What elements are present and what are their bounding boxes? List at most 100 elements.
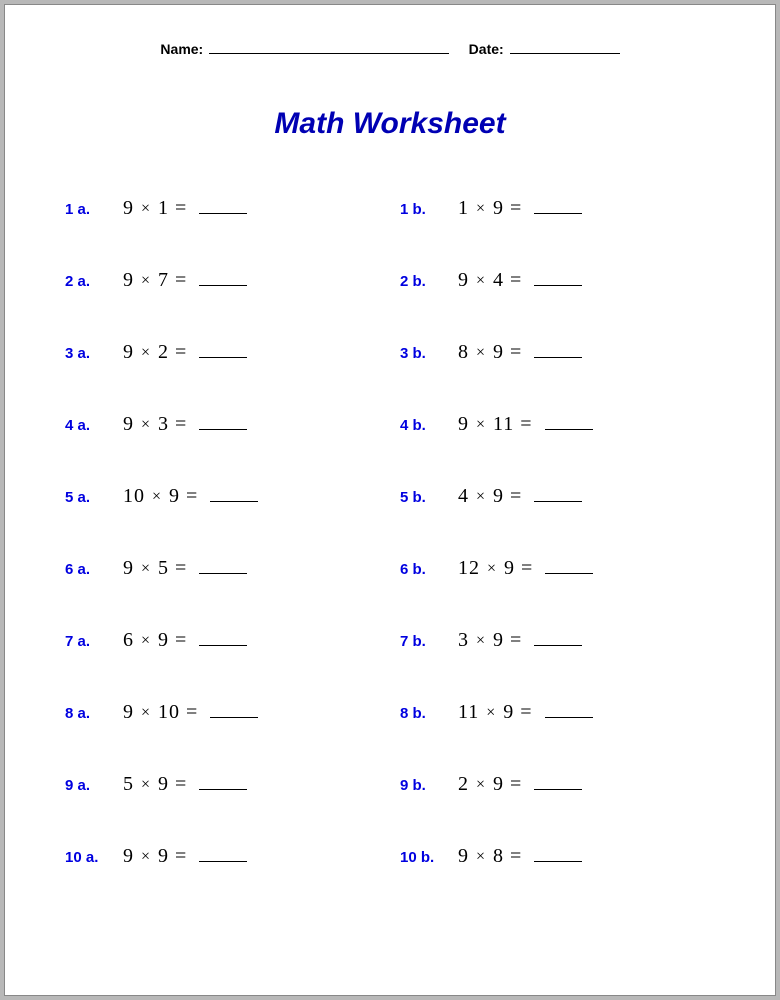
problem-expression: 2 × 9 = bbox=[458, 773, 582, 796]
multiply-icon: × bbox=[136, 848, 156, 865]
problem-row: 2 b.9 × 4 = bbox=[400, 269, 715, 292]
operand-a: 6 bbox=[123, 629, 134, 651]
equals-sign: = bbox=[169, 341, 193, 363]
equals-sign: = bbox=[169, 269, 193, 291]
multiply-icon: × bbox=[136, 200, 156, 217]
operand-a: 9 bbox=[123, 269, 134, 291]
answer-blank[interactable] bbox=[199, 429, 247, 430]
problem-row: 2 a.9 × 7 = bbox=[65, 269, 380, 292]
answer-blank[interactable] bbox=[199, 285, 247, 286]
answer-blank[interactable] bbox=[199, 789, 247, 790]
multiply-icon: × bbox=[471, 848, 491, 865]
answer-blank[interactable] bbox=[199, 357, 247, 358]
operand-b: 2 bbox=[158, 341, 169, 363]
answer-blank[interactable] bbox=[199, 645, 247, 646]
equals-sign: = bbox=[169, 557, 193, 579]
answer-blank[interactable] bbox=[199, 573, 247, 574]
operand-b: 7 bbox=[158, 269, 169, 291]
name-label: Name: bbox=[160, 41, 203, 57]
problem-row: 5 b.4 × 9 = bbox=[400, 485, 715, 508]
operand-b: 9 bbox=[504, 557, 515, 579]
operand-a: 9 bbox=[123, 341, 134, 363]
equals-sign: = bbox=[504, 845, 528, 867]
answer-blank[interactable] bbox=[210, 501, 258, 502]
equals-sign: = bbox=[504, 269, 528, 291]
answer-blank[interactable] bbox=[534, 357, 582, 358]
operand-b: 9 bbox=[493, 485, 504, 507]
operand-b: 9 bbox=[493, 773, 504, 795]
worksheet-page: Name: Date: Math Worksheet 1 a.9 × 1 = 1… bbox=[4, 4, 776, 996]
answer-blank[interactable] bbox=[210, 717, 258, 718]
problem-expression: 9 × 11 = bbox=[458, 413, 593, 436]
operand-b: 9 bbox=[158, 845, 169, 867]
problem-label: 3 b. bbox=[400, 345, 458, 362]
answer-blank[interactable] bbox=[534, 861, 582, 862]
problem-row: 8 b.11 × 9 = bbox=[400, 701, 715, 724]
equals-sign: = bbox=[514, 413, 538, 435]
operand-a: 12 bbox=[458, 557, 480, 579]
problem-expression: 5 × 9 = bbox=[123, 773, 247, 796]
answer-blank[interactable] bbox=[545, 573, 593, 574]
problem-row: 1 a.9 × 1 = bbox=[65, 197, 380, 220]
problem-expression: 4 × 9 = bbox=[458, 485, 582, 508]
equals-sign: = bbox=[504, 197, 528, 219]
multiply-icon: × bbox=[471, 344, 491, 361]
multiply-icon: × bbox=[136, 344, 156, 361]
problem-expression: 9 × 7 = bbox=[123, 269, 247, 292]
operand-b: 3 bbox=[158, 413, 169, 435]
multiply-icon: × bbox=[471, 632, 491, 649]
name-blank[interactable] bbox=[209, 53, 449, 54]
date-blank[interactable] bbox=[510, 53, 620, 54]
equals-sign: = bbox=[180, 485, 204, 507]
problem-label: 5 a. bbox=[65, 489, 123, 506]
operand-b: 9 bbox=[493, 341, 504, 363]
header-line: Name: Date: bbox=[65, 41, 715, 57]
operand-a: 9 bbox=[123, 701, 134, 723]
problem-label: 10 b. bbox=[400, 849, 458, 866]
answer-blank[interactable] bbox=[534, 645, 582, 646]
operand-a: 9 bbox=[123, 557, 134, 579]
problem-label: 6 a. bbox=[65, 561, 123, 578]
problem-label: 3 a. bbox=[65, 345, 123, 362]
problem-expression: 1 × 9 = bbox=[458, 197, 582, 220]
answer-blank[interactable] bbox=[199, 861, 247, 862]
problem-row: 6 b.12 × 9 = bbox=[400, 557, 715, 580]
answer-blank[interactable] bbox=[199, 213, 247, 214]
multiply-icon: × bbox=[136, 632, 156, 649]
answer-blank[interactable] bbox=[534, 789, 582, 790]
problem-row: 8 a.9 × 10 = bbox=[65, 701, 380, 724]
problem-expression: 10 × 9 = bbox=[123, 485, 258, 508]
multiply-icon: × bbox=[136, 704, 156, 721]
multiply-icon: × bbox=[136, 776, 156, 793]
operand-a: 11 bbox=[458, 701, 479, 723]
answer-blank[interactable] bbox=[545, 429, 593, 430]
problem-label: 8 a. bbox=[65, 705, 123, 722]
answer-blank[interactable] bbox=[545, 717, 593, 718]
answer-blank[interactable] bbox=[534, 285, 582, 286]
multiply-icon: × bbox=[147, 488, 167, 505]
page-title: Math Worksheet bbox=[65, 107, 715, 141]
problem-expression: 9 × 4 = bbox=[458, 269, 582, 292]
answer-blank[interactable] bbox=[534, 501, 582, 502]
multiply-icon: × bbox=[481, 704, 501, 721]
problem-label: 9 a. bbox=[65, 777, 123, 794]
multiply-icon: × bbox=[471, 200, 491, 217]
problem-label: 1 b. bbox=[400, 201, 458, 218]
operand-b: 10 bbox=[158, 701, 180, 723]
operand-a: 1 bbox=[458, 197, 469, 219]
problem-row: 1 b.1 × 9 = bbox=[400, 197, 715, 220]
equals-sign: = bbox=[504, 341, 528, 363]
operand-a: 2 bbox=[458, 773, 469, 795]
problem-label: 5 b. bbox=[400, 489, 458, 506]
problem-label: 8 b. bbox=[400, 705, 458, 722]
problem-label: 2 a. bbox=[65, 273, 123, 290]
problem-row: 10 b.9 × 8 = bbox=[400, 845, 715, 868]
problem-expression: 9 × 9 = bbox=[123, 845, 247, 868]
problem-label: 10 a. bbox=[65, 849, 123, 866]
problem-row: 4 a.9 × 3 = bbox=[65, 413, 380, 436]
operand-a: 9 bbox=[458, 413, 469, 435]
equals-sign: = bbox=[169, 773, 193, 795]
problem-expression: 9 × 3 = bbox=[123, 413, 247, 436]
operand-a: 9 bbox=[123, 845, 134, 867]
answer-blank[interactable] bbox=[534, 213, 582, 214]
